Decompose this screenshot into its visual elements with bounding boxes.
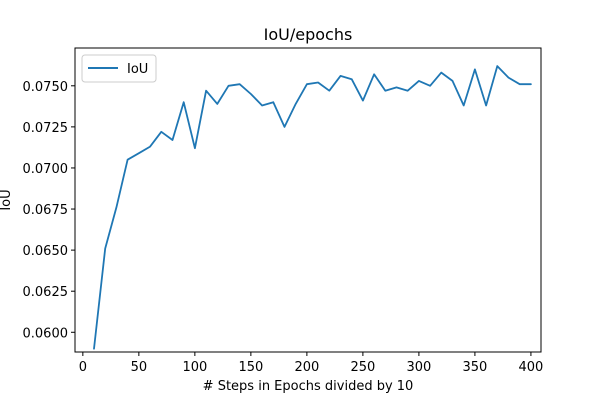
- x-tick-label: 50: [131, 360, 148, 375]
- y-tick-label: 0.0600: [23, 326, 69, 341]
- x-tick-label: 100: [182, 360, 207, 375]
- plot-area: [93, 65, 532, 350]
- y-tick-label: 0.0725: [23, 121, 69, 136]
- y-tick-label: 0.0650: [23, 244, 69, 259]
- x-tick-label: 0: [79, 360, 87, 375]
- y-axis-label: IoU: [0, 189, 14, 210]
- series-line: [93, 65, 532, 350]
- x-tick-label: 300: [406, 360, 431, 375]
- x-tick-label: 350: [462, 360, 487, 375]
- plot-frame: [74, 47, 542, 353]
- x-tick-label: 250: [350, 360, 375, 375]
- y-tick-label: 0.0700: [23, 162, 69, 177]
- x-tick-label: 200: [294, 360, 319, 375]
- x-axis-label: # Steps in Epochs divided by 10: [203, 379, 414, 394]
- x-tick-label: 150: [238, 360, 263, 375]
- y-tick-label: 0.0750: [23, 80, 69, 95]
- legend: IoU: [81, 54, 157, 83]
- x-tick-label: 400: [519, 360, 544, 375]
- chart-title: IoU/epochs: [264, 25, 353, 44]
- legend-box: [81, 54, 157, 83]
- y-axis: 0.0600 0.0625 0.0650 0.0675 0.0700 0.0725 0.07…: [23, 80, 75, 341]
- legend-label: IoU: [127, 62, 148, 77]
- y-tick-label: 0.0625: [23, 285, 69, 300]
- x-axis: 0 50 100 150 200 250 300 350 400: [79, 352, 544, 375]
- y-tick-label: 0.0675: [23, 203, 69, 218]
